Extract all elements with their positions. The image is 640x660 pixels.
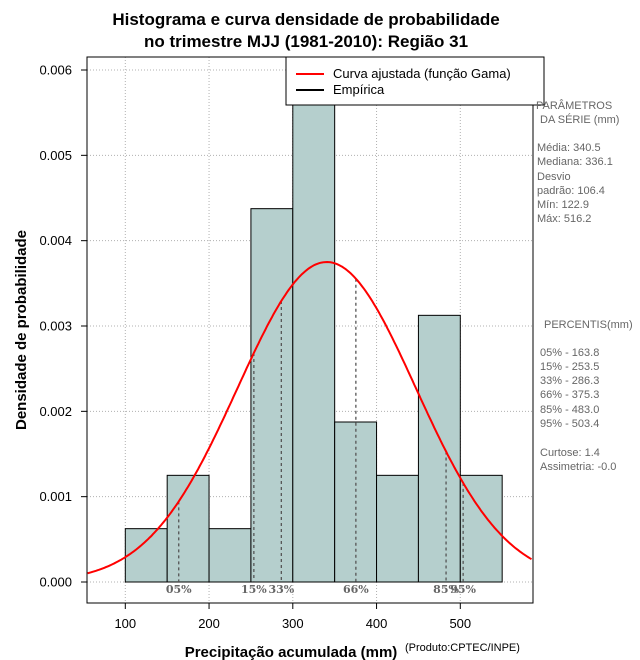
percentile-label-33: 33% [268, 583, 294, 596]
stat-skewness: Assimetria: -0.0 [540, 461, 616, 473]
legend-label-fitted: Curva ajustada (função Gama) [333, 66, 511, 81]
percentiles-header: PERCENTIS(mm) [544, 319, 633, 331]
stats-header-line1: PARÂMETROS [536, 99, 612, 112]
chart-title-line1: Histograma e curva densidade de probabil… [112, 10, 499, 29]
stat-p15: 15% - 253.5 [540, 361, 599, 373]
stat-sd-line1: Desvio [537, 171, 571, 183]
percentile-label-05: 05% [166, 583, 192, 596]
histogram-bar [124, 528, 168, 583]
legend-box [285, 56, 545, 106]
stat-p66: 66% - 375.3 [540, 389, 599, 401]
x-axis: 100 200 300 400 500 [114, 603, 471, 631]
percentile-label-66: 66% [343, 583, 369, 596]
stat-max: Máx: 516.2 [537, 213, 591, 225]
histogram-bars [124, 56, 503, 583]
y-tick-label: 0.004 [39, 233, 72, 248]
fitted-density-curve [87, 260, 533, 575]
stat-sd-line2: padrão: 106.4 [537, 185, 605, 197]
x-tick-label: 400 [366, 616, 388, 631]
stat-p33: 33% - 286.3 [540, 375, 599, 387]
stat-p05: 05% - 163.8 [540, 347, 599, 359]
y-tick-label: 0.001 [39, 489, 72, 504]
stats-header-line2: DA SÉRIE (mm) [540, 113, 619, 126]
y-tick-label: 0.000 [39, 575, 72, 590]
x-tick-label: 500 [449, 616, 471, 631]
stat-p85: 85% - 483.0 [540, 404, 599, 416]
percentile-label-95: 95% [450, 583, 476, 596]
histogram-bar [250, 208, 294, 583]
histogram-bar [417, 314, 461, 583]
x-tick-label: 200 [198, 616, 220, 631]
product-credit: (Produto:CPTEC/INPE) [405, 642, 520, 654]
percentile-label-85: 85% [433, 583, 459, 596]
legend: Curva ajustada (função Gama) Empírica [285, 56, 545, 106]
y-tick-label: 0.002 [39, 404, 72, 419]
percentile-lines [178, 278, 464, 582]
x-tick-label: 100 [114, 616, 136, 631]
stat-mean: Média: 340.5 [537, 142, 601, 154]
histogram-bar [208, 528, 252, 583]
x-tick-label: 300 [282, 616, 304, 631]
y-axis: 0.000 0.001 0.002 0.003 0.004 0.005 0.006 [39, 63, 87, 590]
chart-title-line2: no trimestre MJJ (1981-2010): Região 31 [144, 32, 468, 51]
y-tick-label: 0.005 [39, 148, 72, 163]
x-axis-label: Precipitação acumulada (mm) [185, 644, 398, 660]
legend-label-empirical: Empírica [333, 82, 385, 97]
density-curve-layer [87, 260, 533, 575]
stat-p95: 95% - 503.4 [540, 418, 599, 430]
y-tick-label: 0.006 [39, 63, 72, 78]
y-axis-label: Densidade de probabilidade [13, 230, 30, 430]
stat-kurtosis: Curtose: 1.4 [540, 447, 600, 459]
histogram-bar [376, 474, 419, 583]
stats-panel: PARÂMETROS DA SÉRIE (mm) Média: 340.5 Me… [536, 99, 633, 473]
y-tick-label: 0.003 [39, 319, 72, 334]
stat-median: Mediana: 336.1 [537, 156, 613, 168]
percentile-label-15: 15% [241, 583, 267, 596]
histogram-bar [292, 56, 336, 583]
percentile-labels: 05% 15% 33% 66% 85%95% [166, 583, 477, 596]
stat-min: Mín: 122.9 [537, 199, 589, 211]
histogram-bar [166, 474, 210, 583]
